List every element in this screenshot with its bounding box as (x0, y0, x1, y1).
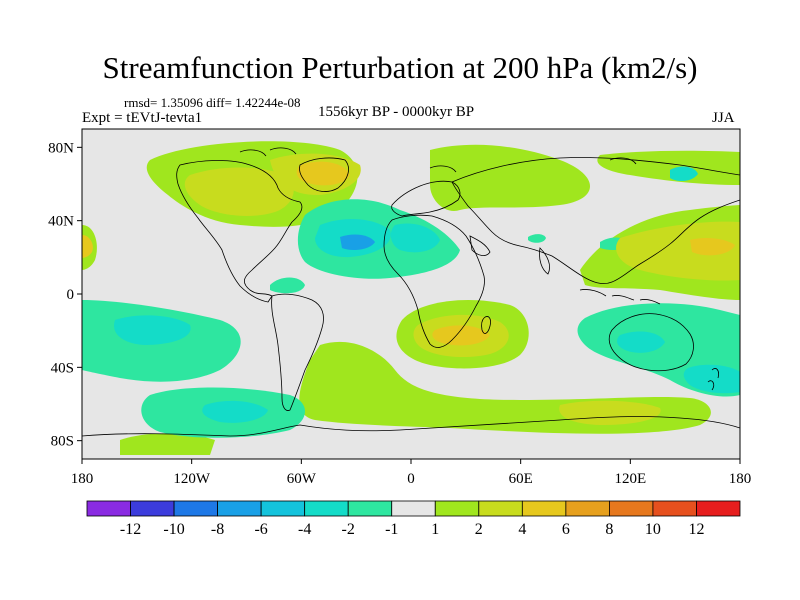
na-high-core (296, 161, 350, 186)
australia-low-core (617, 331, 665, 353)
lon-tick-label: 120W (173, 471, 211, 487)
arctic-low (670, 166, 698, 182)
east-pacific-high (120, 433, 215, 455)
colorbar-label: -4 (298, 521, 311, 538)
season-label: JJA (712, 110, 735, 126)
coastlines (82, 147, 740, 437)
map-panel (81, 128, 741, 460)
caribbean-low (270, 277, 305, 294)
latitude-axis: 80N 40N 0 40S 80S (48, 140, 82, 450)
lon-tick-label: 0 (407, 471, 415, 487)
na-high-1 (184, 167, 294, 216)
southern-ocean-high (559, 400, 661, 425)
colorbar-swatch (130, 500, 175, 517)
madagascar-coast (481, 316, 491, 334)
longitude-axis: 180 120W 60W 0 60E 120E 180 (71, 459, 752, 487)
indonesia-coast (579, 289, 661, 305)
arctic-band (597, 150, 740, 185)
lon-tick-label: 60E (509, 471, 533, 487)
colorbar: -12 -10 -8 -6 -4 -2 -1 1 2 4 6 8 10 12 (86, 500, 741, 538)
asia-coast (451, 157, 740, 284)
lat-tick-label: 80N (48, 140, 74, 156)
west-pacific-high-core (690, 237, 735, 256)
experiment-label: Expt = tEVtJ-tevta1 (82, 110, 203, 126)
greenland-coast (299, 157, 349, 192)
colorbar-label: 12 (688, 521, 704, 538)
stats-label: rmsd= 1.35096 diff= 1.42244e-08 (124, 95, 301, 110)
colorbar-swatch (696, 500, 741, 517)
colorbar-label: -2 (342, 521, 355, 538)
antarctica-coast (82, 416, 740, 437)
north-atlantic-ridge (430, 144, 590, 211)
lon-tick-label: 60W (287, 471, 317, 487)
tasman-low (683, 364, 740, 394)
colorbar-label: 10 (645, 521, 661, 538)
north-america-coast (176, 160, 303, 303)
colorbar-label: 1 (431, 521, 439, 538)
colorbar-swatch (478, 500, 523, 517)
colorbar-label: -1 (385, 521, 398, 538)
colorbar-label: 6 (562, 521, 570, 538)
arabia-india-coast (469, 235, 550, 275)
lon-tick-label: 180 (71, 471, 94, 487)
africa-high-core (432, 325, 490, 346)
lat-tick-label: 80S (51, 434, 74, 450)
lon-tick-label: 120E (614, 471, 646, 487)
lat-tick-label: 40S (51, 360, 74, 376)
south-pacific-low-core (114, 315, 191, 345)
europe-coast (391, 180, 461, 217)
colorbar-swatch (173, 500, 218, 517)
period-label: 1556kyr BP - 0000kyr BP (318, 104, 475, 120)
atlantic-low-core-2 (390, 223, 440, 253)
colorbar-swatch (260, 500, 306, 517)
colorbar-label: 8 (605, 521, 613, 538)
colorbar-swatch (391, 500, 436, 517)
colorbar-label: -12 (120, 521, 141, 538)
colorbar-swatch (521, 500, 567, 517)
colorbar-swatch (609, 500, 654, 517)
colorbar-label: -8 (211, 521, 224, 538)
colorbar-swatch (565, 500, 610, 517)
colorbar-swatch (434, 500, 480, 517)
colorbar-swatch (304, 500, 349, 517)
colorbar-label: 2 (475, 521, 483, 538)
south-america-coast (271, 293, 324, 411)
colorbar-label: -6 (254, 521, 267, 538)
amundsen-low-core (202, 400, 268, 423)
lat-tick-label: 0 (67, 287, 75, 303)
australia-coast (608, 313, 694, 372)
colorbar-swatch (217, 500, 262, 517)
lat-tick-label: 40N (48, 214, 74, 230)
new-zealand-coast (707, 368, 719, 391)
colorbar-label: -10 (163, 521, 184, 538)
colorbar-swatch (347, 500, 393, 517)
colorbar-swatch (86, 500, 131, 517)
west-edge-high-inner (82, 235, 93, 258)
africa-coast (383, 214, 485, 348)
tropical-central-small-low (528, 234, 546, 243)
atlantic-low-core-3 (340, 234, 375, 250)
west-pacific-high (616, 221, 740, 281)
chart-title: Streamfunction Perturbation at 200 hPa (… (102, 50, 698, 85)
arctic-islands (239, 147, 637, 173)
colorbar-label: 4 (518, 521, 526, 538)
lon-tick-label: 180 (729, 471, 752, 487)
colorbar-swatch (652, 500, 697, 517)
